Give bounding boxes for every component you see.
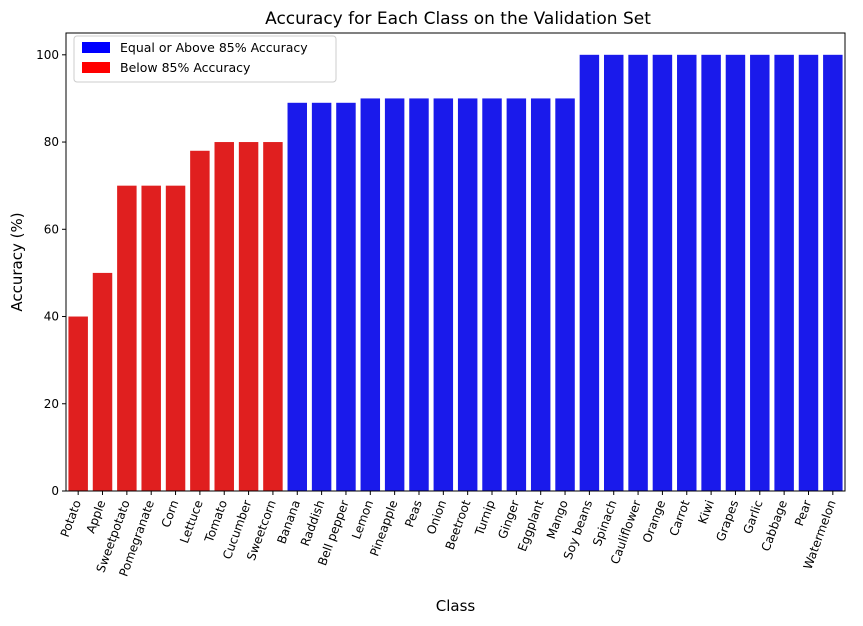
x-tick-label: Grapes: [713, 498, 741, 543]
bar-mango: [555, 98, 575, 491]
y-tick-label: 0: [51, 484, 59, 498]
bar-lemon: [360, 98, 381, 491]
x-tick-label: Peas: [402, 498, 425, 529]
bar-tomato: [214, 142, 234, 492]
bar-soy-beans: [579, 54, 600, 492]
bar-beetroot: [457, 98, 478, 491]
bar-peas: [409, 98, 429, 491]
legend-label: Below 85% Accuracy: [120, 60, 251, 75]
bar-potato: [68, 316, 88, 491]
y-tick-label: 100: [36, 48, 59, 62]
bar-spinach: [603, 54, 624, 492]
legend-box: [73, 35, 337, 83]
bars-group: [68, 54, 843, 492]
bar-cabbage: [774, 54, 794, 492]
bar-pineapple: [384, 98, 405, 491]
x-tick-label: Carrot: [667, 498, 693, 538]
bar-pomegranate: [141, 185, 161, 491]
bar-eggplant: [530, 98, 551, 491]
bar-pear: [798, 54, 819, 492]
x-tick-label: Orange: [640, 498, 668, 544]
bar-kiwi: [701, 54, 721, 492]
x-axis-title: Class: [436, 597, 476, 615]
bar-lettuce: [190, 150, 210, 491]
x-tick-label: Onion: [424, 498, 449, 536]
chart-title: Accuracy for Each Class on the Validatio…: [265, 9, 651, 29]
bar-raddish: [311, 102, 332, 492]
bar-turnip: [482, 98, 502, 491]
y-tick-label: 80: [44, 135, 59, 149]
legend-swatch: [82, 62, 110, 73]
bar-sweetcorn: [263, 142, 283, 492]
x-tick-label: Ginger: [495, 498, 522, 541]
x-tick-label: Mango: [544, 498, 571, 541]
y-tick-label: 40: [44, 310, 59, 324]
bar-ginger: [506, 98, 527, 491]
bar-grapes: [725, 54, 746, 492]
x-tick-label: Kiwi: [695, 498, 716, 526]
bar-onion: [433, 98, 454, 491]
bar-cucumber: [238, 142, 259, 492]
y-axis: 0 20 40 60 80 100: [36, 48, 66, 498]
bar-watermelon: [823, 54, 843, 492]
bar-carrot: [677, 54, 697, 492]
x-tick-label: Pear: [792, 498, 814, 528]
bar-orange: [652, 54, 673, 492]
bar-apple: [92, 272, 113, 491]
legend-label: Equal or Above 85% Accuracy: [120, 40, 308, 55]
bar-sweetpotato: [117, 185, 137, 491]
y-tick-label: 60: [44, 222, 59, 236]
x-tick-label: Corn: [159, 498, 182, 529]
x-tick-label: Apple: [83, 498, 108, 535]
x-tick-label: Lemon: [349, 498, 376, 541]
legend-swatch: [82, 42, 110, 53]
legend: Equal or Above 85% Accuracy Below 85% Acc…: [73, 35, 337, 83]
bar-bell-pepper: [336, 102, 356, 492]
x-tick-label: Potato: [58, 498, 84, 539]
bar-banana: [287, 102, 308, 492]
bar-corn: [165, 185, 186, 491]
x-tick-label: Turnip: [472, 498, 498, 538]
plot-frame: [65, 32, 846, 492]
y-tick-label: 20: [44, 397, 59, 411]
bar-garlic: [750, 54, 770, 492]
y-axis-title: Accuracy (%): [8, 212, 26, 311]
x-tick-label: Garlic: [741, 498, 766, 536]
bar-cauliflower: [628, 54, 648, 492]
